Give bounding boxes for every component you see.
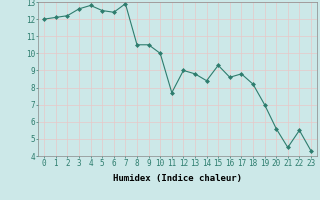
X-axis label: Humidex (Indice chaleur): Humidex (Indice chaleur) — [113, 174, 242, 183]
